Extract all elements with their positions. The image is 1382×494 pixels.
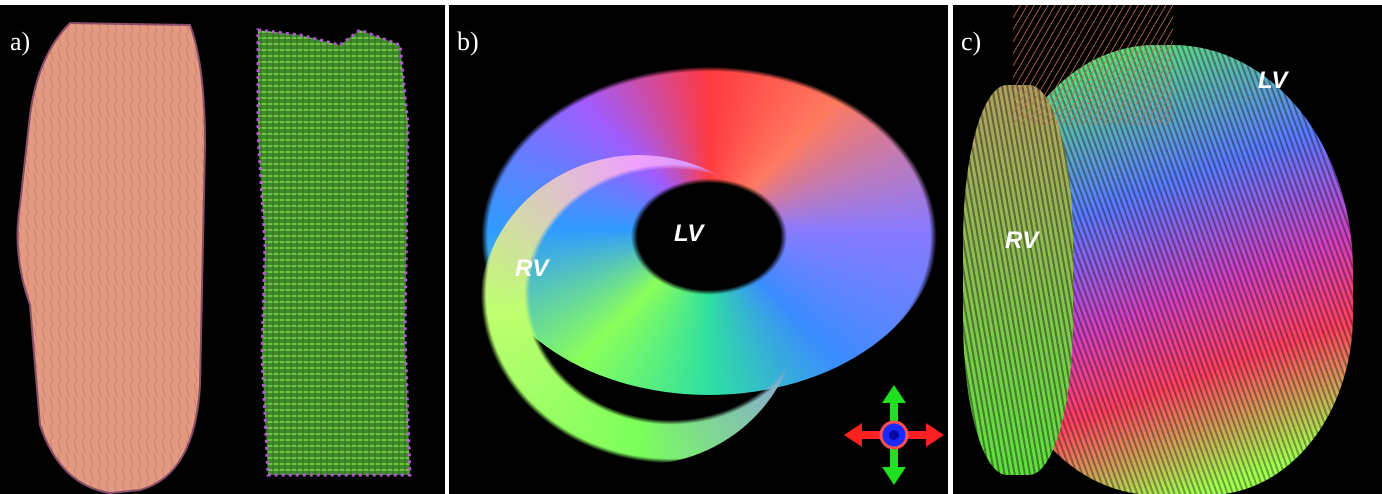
annotation: RV bbox=[515, 255, 548, 283]
panel-a: a) bbox=[0, 5, 445, 494]
rv-fibers bbox=[963, 85, 1073, 475]
panel-c: c) RV LV bbox=[953, 5, 1382, 494]
panel-a-image bbox=[0, 5, 445, 494]
figure: a) b) RV LV c) RV LV (() => { const data… bbox=[0, 0, 1382, 494]
annotation: LV bbox=[1258, 67, 1287, 95]
panel-label: c) bbox=[961, 27, 981, 57]
orientation-widget bbox=[844, 385, 944, 485]
panel-b: b) RV LV bbox=[449, 5, 948, 494]
panel-label: b) bbox=[457, 27, 479, 57]
panel-label: a) bbox=[10, 27, 30, 57]
annotation: RV bbox=[1005, 227, 1038, 255]
annotation: LV bbox=[674, 220, 703, 248]
rv-wall-image bbox=[479, 155, 799, 465]
vessel-fibers bbox=[1013, 5, 1173, 125]
